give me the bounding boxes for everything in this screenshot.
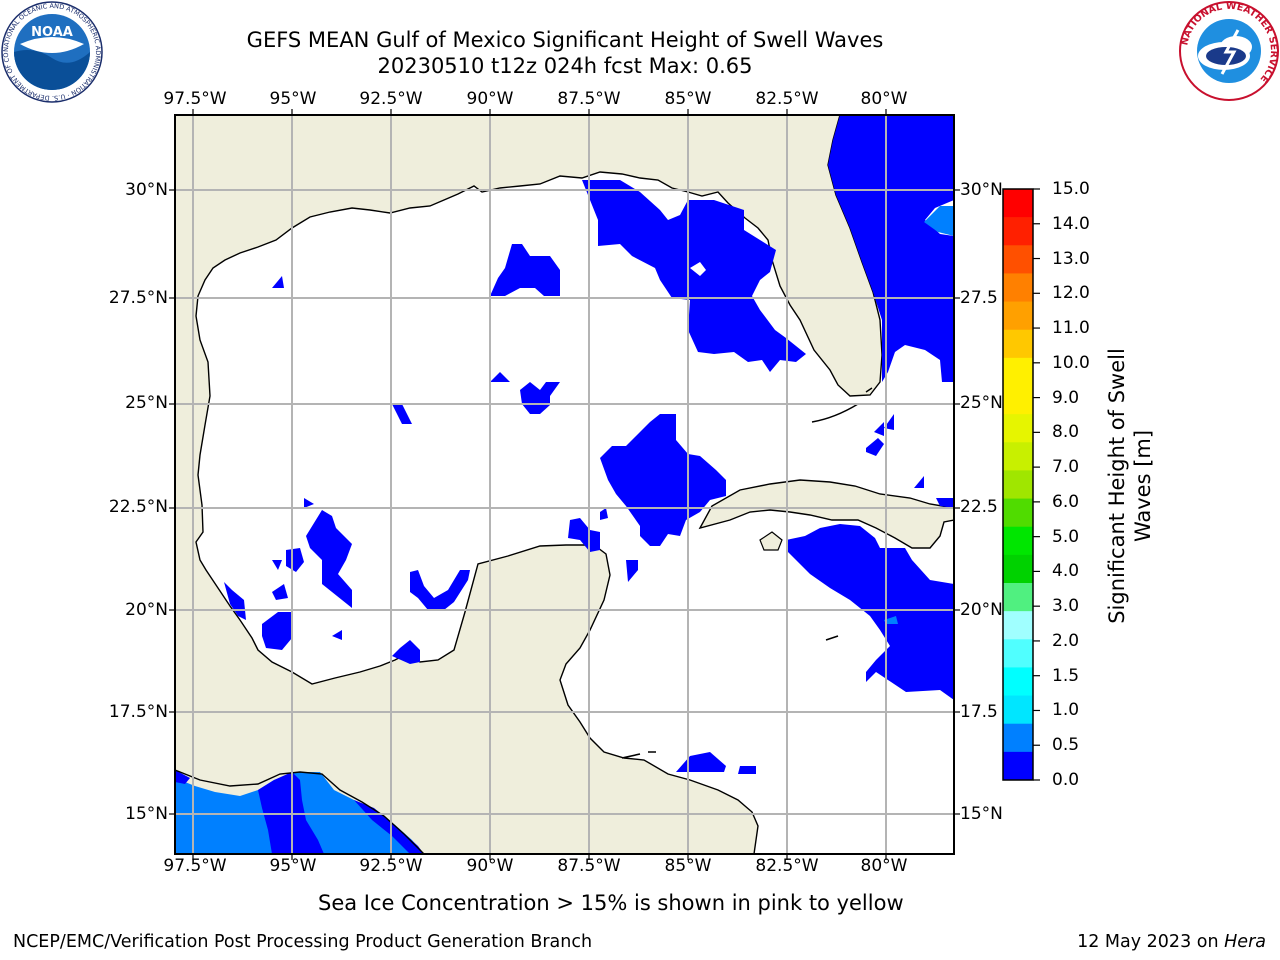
colorbar-label: Significant Height of Swell Waves [m]	[1104, 348, 1156, 624]
axis-ticks	[169, 109, 960, 860]
lon-label-bottom: 97.5°W	[163, 856, 227, 876]
lon-label-top: 90°W	[466, 89, 514, 109]
noaa-logo: NATIONAL OCEANIC AND ATMOSPHERIC ADMINIS…	[0, 0, 103, 103]
footer-date: 12 May 2023 on Hera	[1077, 932, 1266, 952]
lon-label-bottom: 85°W	[664, 856, 712, 876]
colorbar-tick-label: 0.0	[1052, 770, 1080, 790]
lat-label-right: 15°N	[960, 804, 1003, 824]
nws-logo: NATIONAL WEATHER SERVICE	[1179, 1, 1279, 101]
colorbar-tick-label: 5.0	[1052, 526, 1080, 547]
colorbar-segment	[1003, 554, 1033, 584]
lat-label-left: 25°N	[125, 393, 168, 413]
lat-label-right: 17.5	[960, 702, 998, 722]
colorbar-tick-label: 1.0	[1052, 700, 1080, 721]
colorbar-segment	[1003, 667, 1033, 697]
colorbar-tick-label: 12.0	[1052, 283, 1090, 304]
colorbar-segment	[1003, 639, 1033, 668]
colorbar-segment	[1003, 723, 1033, 753]
land-florida-keys	[811, 387, 873, 423]
colorbar	[1002, 188, 1040, 781]
colorbar-tick-label: 1.5	[1052, 665, 1080, 686]
footer-date-text: 12 May 2023 on	[1077, 932, 1225, 952]
coast-pacific	[175, 769, 425, 854]
colorbar-tick-label: 10.0	[1052, 352, 1090, 373]
colorbar-segment	[1003, 442, 1033, 471]
footer-org: NCEP/EMC/Verification Post Processing Pr…	[13, 932, 593, 952]
lat-label-right: 27.5	[960, 288, 998, 308]
lon-label-top: 92.5°W	[359, 89, 423, 109]
lon-label-top: 85°W	[664, 89, 712, 109]
colorbar-segment	[1003, 245, 1033, 274]
sea-ice-note: Sea Ice Concentration > 15% is shown in …	[318, 891, 904, 915]
lat-label-left: 27.5°N	[108, 288, 168, 308]
footer-host: Hera	[1224, 932, 1266, 952]
colorbar-label-line1: Significant Height of Swell	[1105, 348, 1129, 624]
plot-title: GEFS MEAN Gulf of Mexico Significant Hei…	[246, 28, 884, 52]
lon-label-bottom: 82.5°W	[755, 856, 819, 876]
lat-label-right: 30°N	[960, 180, 1003, 200]
lon-label-top: 97.5°W	[163, 89, 227, 109]
colorbar-tick-label: 0.5	[1052, 735, 1080, 756]
lon-label-bottom: 80°W	[860, 856, 908, 876]
colorbar-segment	[1003, 217, 1033, 246]
lat-label-left: 20°N	[125, 600, 168, 620]
colorbar-tick-label: 13.0	[1052, 248, 1090, 269]
colorbar-segment	[1003, 414, 1033, 443]
colorbar-tick-label: 8.0	[1052, 422, 1080, 443]
lon-label-bottom: 90°W	[466, 856, 514, 876]
lon-label-bottom: 92.5°W	[359, 856, 423, 876]
colorbar-segment	[1003, 357, 1033, 387]
svg-text:NOAA: NOAA	[31, 25, 73, 40]
colorbar-tick-label: 11.0	[1052, 318, 1090, 339]
lat-label-left: 22.5°N	[108, 497, 168, 517]
graticule	[175, 115, 954, 854]
land-cuba	[698, 479, 954, 549]
lon-label-top: 82.5°W	[755, 89, 819, 109]
colorbar-segment	[1003, 301, 1033, 331]
plot-subtitle: 20230510 t12z 024h fcst Max: 0.65	[377, 54, 753, 78]
colorbar-segment	[1003, 695, 1033, 725]
colorbar-segment	[1003, 329, 1033, 359]
colorbar-label-line2: Waves [m]	[1131, 429, 1155, 543]
lon-label-top: 80°W	[860, 89, 908, 109]
lon-label-top: 95°W	[269, 89, 317, 109]
lat-label-left: 30°N	[125, 180, 168, 200]
colorbar-segment	[1003, 583, 1033, 612]
lat-label-right: 20°N	[960, 600, 1003, 620]
lat-label-left: 15°N	[125, 804, 168, 824]
land-cayman	[825, 635, 839, 641]
lon-label-top: 87.5°W	[557, 89, 621, 109]
colorbar-tick-label: 9.0	[1052, 387, 1080, 408]
colorbar-segment	[1003, 386, 1033, 415]
colorbar-segment	[1003, 189, 1033, 218]
colorbar-segment	[1003, 273, 1033, 303]
colorbar-tick-label: 2.0	[1052, 630, 1080, 651]
colorbar-tick-label: 15.0	[1052, 179, 1090, 199]
land-isle-of-youth	[759, 531, 783, 551]
lat-label-right: 22.5	[960, 497, 998, 517]
lon-label-bottom: 95°W	[269, 856, 317, 876]
map-frame	[174, 114, 955, 855]
lon-label-bottom: 87.5°W	[557, 856, 621, 876]
land-honduras-isles	[621, 751, 656, 759]
lat-label-left: 17.5°N	[108, 702, 168, 722]
colorbar-segment	[1003, 611, 1033, 640]
colorbar-tick-label: 3.0	[1052, 596, 1080, 617]
colorbar-tick-label: 4.0	[1052, 561, 1080, 582]
colorbar-tick-label: 6.0	[1052, 491, 1080, 512]
colorbar-segment	[1003, 526, 1033, 556]
colorbar-tick-label: 7.0	[1052, 457, 1080, 478]
colorbar-segment	[1003, 470, 1033, 500]
colorbar-tick-label: 14.0	[1052, 213, 1090, 234]
lat-label-right: 25°N	[960, 393, 1003, 413]
colorbar-segment	[1003, 498, 1033, 528]
colorbar-segment	[1003, 751, 1033, 781]
